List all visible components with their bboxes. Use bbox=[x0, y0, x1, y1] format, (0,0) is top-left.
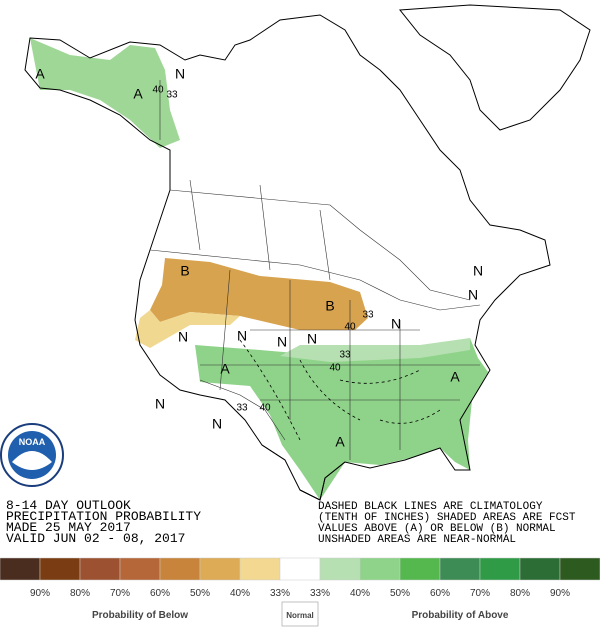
map-label: 33 bbox=[362, 310, 374, 321]
legend-label: 90% bbox=[30, 588, 50, 599]
map-label: 33 bbox=[166, 90, 178, 101]
outlook-line: PRECIPITATION PROBABILITY bbox=[6, 509, 201, 524]
note-line: VALUES ABOVE (A) OR BELOW (B) NORMAL bbox=[318, 523, 556, 535]
legend-label: 40% bbox=[350, 588, 370, 599]
legend-swatch bbox=[79, 557, 121, 581]
legend-caption: Probability of Below bbox=[92, 610, 188, 621]
map-label: 40 bbox=[152, 85, 164, 96]
above-light bbox=[280, 338, 470, 362]
legend-label: 60% bbox=[150, 588, 170, 599]
map-label: N bbox=[277, 334, 287, 350]
legend-label: 80% bbox=[510, 588, 530, 599]
greenland bbox=[399, 4, 591, 131]
legend-swatch bbox=[279, 557, 321, 581]
legend-swatch bbox=[479, 557, 521, 581]
map-label: A bbox=[35, 66, 45, 82]
logo-text: NOAA bbox=[19, 437, 46, 447]
noaa-logo: NOAA bbox=[0, 423, 64, 487]
map-label: N bbox=[391, 316, 401, 332]
legend-swatch bbox=[159, 557, 201, 581]
legend-label: 50% bbox=[190, 588, 210, 599]
map-label: N bbox=[155, 396, 165, 412]
legend-swatch bbox=[119, 557, 161, 581]
map-label: N bbox=[473, 263, 483, 279]
map-label: 40 bbox=[329, 363, 341, 374]
legend-swatch bbox=[0, 557, 41, 581]
mexico bbox=[261, 444, 346, 501]
map-label: N bbox=[178, 329, 188, 345]
note-text: DASHED BLACK LINES ARE CLIMATOLOGY(TENTH… bbox=[318, 501, 576, 546]
map-label: N bbox=[175, 66, 185, 82]
legend-swatch bbox=[559, 557, 600, 581]
normal-box bbox=[281, 601, 319, 627]
map-label: 33 bbox=[236, 403, 248, 414]
legend-label: 70% bbox=[110, 588, 130, 599]
legend-label: 80% bbox=[70, 588, 90, 599]
outlook-line: MADE 25 MAY 2017 bbox=[6, 520, 131, 535]
map-label: A bbox=[450, 369, 460, 385]
map-label: 33 bbox=[339, 350, 351, 361]
note-line: (TENTH OF INCHES) SHADED AREAS ARE FCST bbox=[318, 512, 576, 524]
climatology-line bbox=[239, 339, 441, 441]
legend-label: 70% bbox=[470, 588, 490, 599]
legend-label: 50% bbox=[390, 588, 410, 599]
map-label: N bbox=[212, 416, 222, 432]
legend-swatch bbox=[199, 557, 241, 581]
note-line: UNSHADED AREAS ARE NEAR-NORMAL bbox=[318, 534, 516, 546]
map-label: N bbox=[237, 328, 247, 344]
legend-label: 33% bbox=[270, 588, 290, 599]
legend-label: 60% bbox=[430, 588, 450, 599]
legend-swatch bbox=[439, 557, 481, 581]
legend-swatch bbox=[519, 557, 561, 581]
below-band-light bbox=[135, 310, 240, 348]
legend-swatch bbox=[319, 557, 361, 581]
map-label: N bbox=[307, 331, 317, 347]
map-label: B bbox=[325, 298, 334, 314]
legend-swatch bbox=[39, 557, 81, 581]
alaska-above bbox=[30, 38, 180, 148]
border bbox=[149, 80, 481, 460]
legend-swatch bbox=[239, 557, 281, 581]
legend-swatch bbox=[359, 557, 401, 581]
legend-swatch bbox=[399, 557, 441, 581]
above-region bbox=[195, 338, 488, 500]
map-label: A bbox=[133, 86, 143, 102]
legend: 90% 80% 70% 60% 50% 40% 33% 33% 40% 50% 60% 70% 80% 9… bbox=[0, 557, 600, 627]
legend-label: 40% bbox=[230, 588, 250, 599]
map-label: 40 bbox=[344, 322, 356, 333]
legend-caption: Normal bbox=[286, 611, 314, 620]
legend-label: 90% bbox=[550, 588, 570, 599]
legend-caption: Probability of Above bbox=[412, 610, 509, 621]
legend-label: 33% bbox=[310, 588, 330, 599]
map-label: A bbox=[335, 434, 345, 450]
map: A A 40 33 N B B 33 40 N N N N N N N 33 4… bbox=[24, 4, 591, 501]
map-label: A bbox=[220, 361, 230, 377]
map-label: B bbox=[180, 263, 189, 279]
outlook-line: VALID JUN 02 - 08, 2017 bbox=[6, 531, 185, 546]
map-label: N bbox=[468, 287, 478, 303]
outlook-line: 8-14 DAY OUTLOOK bbox=[6, 498, 131, 513]
below-band bbox=[150, 258, 368, 330]
note-line: DASHED BLACK LINES ARE CLIMATOLOGY bbox=[318, 501, 543, 513]
map-label: 40 bbox=[259, 403, 271, 414]
